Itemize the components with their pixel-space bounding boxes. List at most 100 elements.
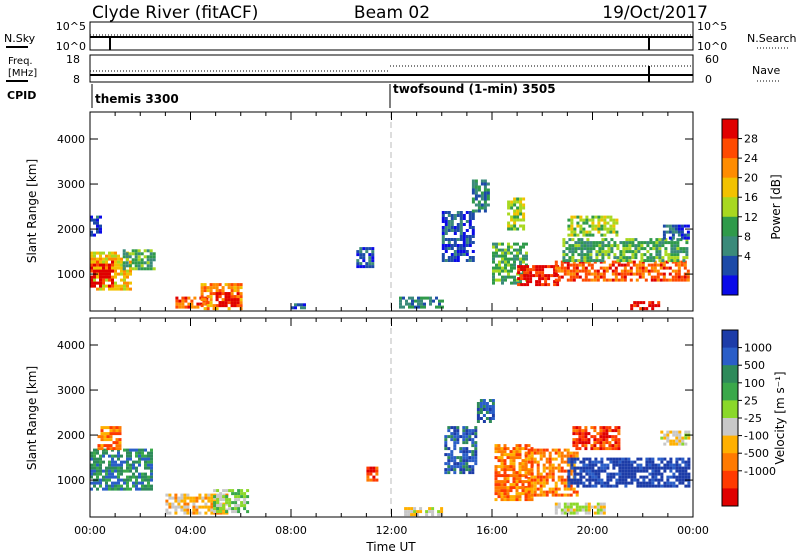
power-colorbar-block [722, 119, 738, 140]
velocity-colorbar-tick-label: -100 [744, 430, 769, 443]
power-y-axis: 1000 2000 3000 4000 [57, 133, 693, 281]
noise-right-tick-bottom: 10^0 [697, 40, 727, 53]
velocity-echo-region [444, 426, 478, 475]
velocity-colorbar-tick-label: 1000 [744, 342, 772, 355]
power-echo-region [662, 224, 690, 240]
velocity-echo-region [554, 502, 606, 515]
power-echo-region [441, 211, 475, 262]
velocity-colorbar-blocks [722, 330, 738, 507]
power-colorbar-tick-label: 12 [744, 211, 758, 224]
velocity-colorbar-block [722, 382, 738, 401]
time-tick-label: 20:00 [577, 524, 609, 537]
power-colorbar-block [722, 177, 738, 198]
velocity-colorbar: 1000 500 100 25 -25 -100 -500 -1000 Velocity [m… [721, 329, 787, 507]
nave-tick-top: 60 [705, 53, 719, 66]
velocity-echo-region [213, 489, 250, 514]
velocity-colorbar-block [722, 435, 738, 454]
velocity-colorbar-block [722, 453, 738, 472]
station-title: Clyde River (fitACF) [92, 3, 258, 23]
velocity-echo-region [97, 426, 122, 451]
power-echo-region [507, 197, 526, 231]
velocity-colorbar-ticks: 1000 500 100 25 -25 -100 -500 -1000 [738, 342, 776, 478]
time-tick-label: 08:00 [275, 524, 307, 537]
power-colorbar-label: Power [dB] [769, 174, 783, 239]
velocity-panel: 1000 2000 3000 4000 00:00 04:00 08:00 12:00 16:… [25, 317, 709, 554]
power-colorbar-block [722, 255, 738, 276]
power-ytick-label: 4000 [57, 133, 85, 146]
cpid-segment-2: twofsound (1-min) 3505 [393, 82, 556, 96]
nsearch-label: N.Search [747, 32, 797, 45]
velocity-colorbar-block [722, 365, 738, 384]
power-echo-region [291, 303, 306, 310]
power-colorbar-block [722, 236, 738, 257]
velocity-echo-region [524, 448, 579, 497]
power-colorbar-block [722, 138, 738, 159]
power-ytick-label: 3000 [57, 178, 85, 191]
power-colorbar-block [722, 216, 738, 237]
velocity-echo-region [567, 457, 691, 488]
velocity-data-layer [90, 399, 691, 517]
velocity-echo-region [404, 507, 444, 517]
power-echo-region [517, 265, 560, 287]
power-echo-region [562, 238, 689, 263]
velocity-colorbar-tick-label: 100 [744, 377, 765, 390]
velocity-ylabel: Slant Range [km] [25, 366, 39, 470]
date-title: 19/Oct/2017 [602, 3, 708, 23]
power-ylabel: Slant Range [km] [25, 159, 39, 263]
time-tick-label: 00:00 [677, 524, 709, 537]
power-colorbar-tick-label: 8 [744, 230, 751, 243]
power-colorbar-tick-label: 16 [744, 191, 758, 204]
velocity-colorbar-block [722, 418, 738, 437]
velocity-echo-region [90, 448, 153, 491]
beam-title: Beam 02 [354, 3, 430, 23]
velocity-ytick-label: 2000 [57, 429, 85, 442]
velocity-echo-region [572, 426, 621, 451]
noise-left-tick-bottom: 10^0 [56, 40, 86, 53]
velocity-colorbar-tick-label: 25 [744, 394, 758, 407]
velocity-colorbar-tick-label: 500 [744, 359, 765, 372]
velocity-colorbar-label: Velocity [m s⁻¹] [773, 371, 787, 464]
velocity-colorbar-block [722, 488, 738, 507]
cpid-panel: CPID themis 3300 twofsound (1-min) 3505 [7, 82, 556, 108]
power-echo-region [567, 215, 619, 237]
power-ytick-label: 2000 [57, 223, 85, 236]
freq-tick-bottom: 8 [73, 73, 80, 86]
power-colorbar-frame [721, 118, 739, 296]
velocity-ytick-label: 3000 [57, 384, 85, 397]
power-colorbar-blocks [722, 119, 738, 296]
nsky-label: N.Sky [4, 32, 36, 45]
power-colorbar-tick-label: 24 [744, 152, 758, 165]
power-x-axis [89, 112, 694, 311]
power-colorbar-tick-label: 4 [744, 250, 751, 263]
power-colorbar-block [722, 275, 738, 296]
velocity-echo-region [476, 399, 495, 423]
power-colorbar-block [722, 197, 738, 218]
time-tick-label: 16:00 [476, 524, 508, 537]
freq-tick-top: 18 [66, 53, 80, 66]
velocity-colorbar-block [722, 330, 738, 349]
power-panel: 1000 2000 3000 4000 Slant Range [km] [25, 111, 694, 312]
power-colorbar-tick-label: 20 [744, 172, 758, 185]
time-tick-label: 04:00 [175, 524, 207, 537]
power-echo-region [90, 260, 114, 288]
noise-left-tick-top: 10^5 [56, 20, 86, 33]
freq-panel: 18 8 60 0 Freq. [MHz] Nave [6, 53, 780, 86]
power-colorbar-block [722, 158, 738, 179]
power-ytick-label: 1000 [57, 268, 85, 281]
velocity-colorbar-tick-label: -1000 [744, 465, 776, 478]
velocity-x-axis: 00:00 04:00 08:00 12:00 16:00 20:00 00:00 [74, 318, 709, 537]
time-tick-label: 00:00 [74, 524, 106, 537]
noise-panel: 10^5 10^0 10^5 10^0 N.Sky N.Search [4, 20, 797, 53]
noise-right-tick-top: 10^5 [697, 20, 727, 33]
velocity-colorbar-block [722, 470, 738, 489]
nave-label: Nave [752, 64, 780, 77]
power-colorbar-tick-label: 28 [744, 133, 758, 146]
velocity-colorbar-tick-label: -25 [744, 412, 762, 425]
velocity-colorbar-block [722, 347, 738, 366]
velocity-ytick-label: 4000 [57, 339, 85, 352]
time-tick-label: 12:00 [376, 524, 408, 537]
power-echo-region [215, 292, 240, 308]
power-panel-background [90, 112, 693, 311]
power-data-layer [90, 179, 690, 311]
